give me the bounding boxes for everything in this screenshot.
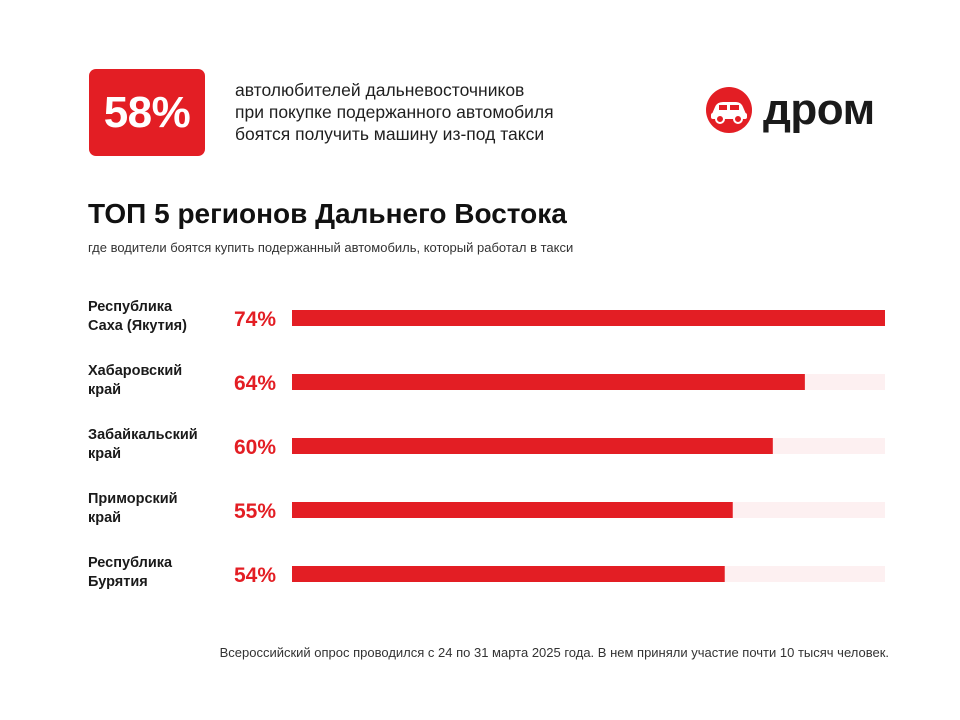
category-label: Приморский bbox=[88, 491, 178, 507]
bar bbox=[292, 310, 885, 326]
category-label: Республика bbox=[88, 299, 173, 315]
category-label: Хабаровский bbox=[88, 363, 182, 379]
category-label: Забайкальский bbox=[88, 427, 198, 443]
headline-text: автолюбителей дальневосточников при поку… bbox=[235, 79, 675, 145]
logo-wordmark: дром bbox=[763, 85, 875, 134]
headline-percent-badge: 58% bbox=[89, 69, 205, 156]
value-label: 60% bbox=[234, 436, 276, 459]
value-label: 64% bbox=[234, 372, 276, 395]
value-label: 55% bbox=[234, 500, 276, 523]
category-label: Бурятия bbox=[88, 574, 148, 590]
bar bbox=[292, 438, 773, 454]
category-label: край bbox=[88, 382, 121, 398]
bar bbox=[292, 566, 725, 582]
category-label: Республика bbox=[88, 555, 173, 571]
headline-line-2: при покупке подержанного автомобиля bbox=[235, 102, 554, 122]
chart-subtitle: где водители боятся купить подержанный а… bbox=[88, 240, 574, 255]
category-label: край bbox=[88, 446, 121, 462]
headline-line-3: боятся получить машину из-под такси bbox=[235, 124, 545, 144]
bar bbox=[292, 502, 733, 518]
value-label: 74% bbox=[234, 308, 276, 331]
drom-logo: дром bbox=[706, 84, 890, 136]
drom-logo-icon bbox=[706, 87, 752, 133]
chart-title: ТОП 5 регионов Дальнего Востока bbox=[88, 198, 567, 229]
headline-line-1: автолюбителей дальневосточников bbox=[235, 80, 525, 100]
bar bbox=[292, 374, 805, 390]
category-label: край bbox=[88, 510, 121, 526]
survey-footnote: Всероссийский опрос проводился с 24 по 3… bbox=[219, 645, 889, 660]
value-label: 54% bbox=[234, 564, 276, 587]
category-label: Саха (Якутия) bbox=[88, 318, 187, 334]
